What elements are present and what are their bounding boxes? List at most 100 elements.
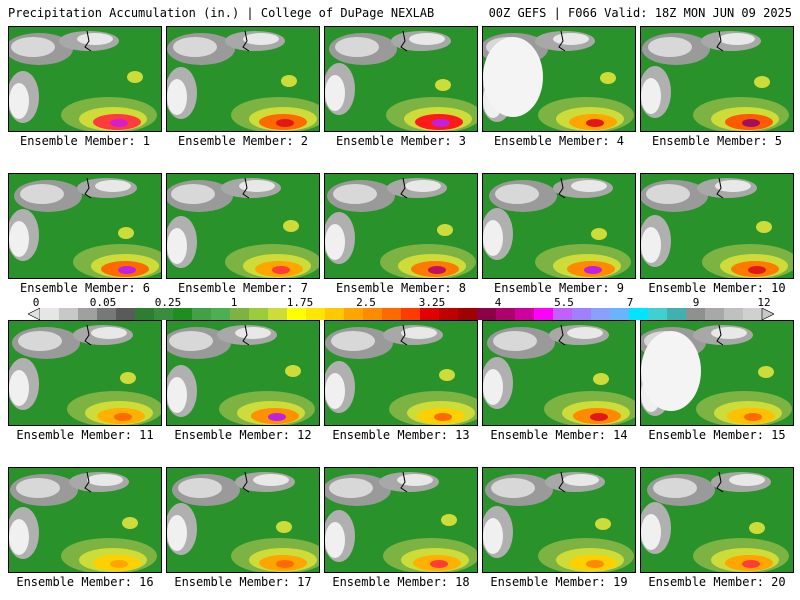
moderate-precip bbox=[122, 517, 138, 529]
precip-field bbox=[641, 27, 793, 131]
peak-precip bbox=[742, 560, 760, 568]
ensemble-member-label: Ensemble Member: 6 bbox=[19, 281, 151, 295]
colorbar-swatch bbox=[78, 308, 98, 320]
colorbar-tick-label: 1.75 bbox=[286, 296, 314, 309]
moderate-precip bbox=[591, 228, 607, 240]
colorbar-swatch bbox=[249, 308, 269, 320]
peak-precip bbox=[432, 119, 450, 127]
dry-region bbox=[325, 75, 345, 111]
dry-region bbox=[567, 327, 603, 339]
coastline bbox=[84, 324, 92, 346]
colorbar-swatch bbox=[667, 308, 687, 320]
dry-region bbox=[401, 327, 437, 339]
coastline bbox=[558, 324, 566, 346]
colorbar-tick-label: 4 bbox=[494, 296, 502, 309]
dry-region bbox=[77, 33, 113, 45]
ensemble-map-panel bbox=[8, 173, 162, 279]
dry-region bbox=[729, 474, 765, 486]
coastline bbox=[400, 177, 408, 199]
coastline bbox=[400, 30, 408, 52]
coastline bbox=[84, 30, 92, 52]
dry-region bbox=[563, 474, 599, 486]
colorbar-swatch bbox=[591, 308, 611, 320]
dry-region bbox=[397, 474, 433, 486]
peak-precip bbox=[744, 413, 762, 421]
ensemble-map-panel bbox=[166, 320, 320, 426]
peak-precip bbox=[586, 560, 604, 568]
ensemble-map-panel bbox=[482, 320, 636, 426]
coastline bbox=[716, 324, 724, 346]
ensemble-map-panel bbox=[324, 467, 478, 573]
dry-region bbox=[491, 478, 535, 498]
colorbar-ticks: 0 0.05 0.25 1 1.75 2.5 3.25 4 5.5 7 9 12 bbox=[0, 296, 800, 310]
dry-region bbox=[325, 373, 345, 409]
dry-region bbox=[553, 33, 589, 45]
colorbar-tick-label: 7 bbox=[626, 296, 634, 309]
precip-field bbox=[325, 174, 477, 278]
colorbar-swatch bbox=[287, 308, 307, 320]
dry-region bbox=[178, 478, 222, 498]
peak-precip bbox=[272, 266, 290, 274]
ensemble-map-panel bbox=[166, 173, 320, 279]
coastline bbox=[400, 471, 408, 493]
dry-region bbox=[715, 180, 751, 192]
peak-precip bbox=[748, 266, 766, 274]
colorbar-swatch bbox=[629, 308, 649, 320]
ensemble-member-label: Ensemble Member: 17 bbox=[174, 575, 312, 589]
colorbar-tick-label: 9 bbox=[692, 296, 700, 309]
moderate-precip bbox=[281, 75, 297, 87]
dry-region bbox=[325, 522, 345, 558]
coastline bbox=[716, 471, 724, 493]
colorbar-min-arrow bbox=[28, 308, 41, 320]
colorbar-swatch bbox=[572, 308, 592, 320]
ensemble-map-panel bbox=[640, 173, 794, 279]
dry-region bbox=[483, 220, 503, 256]
moderate-precip bbox=[285, 365, 301, 377]
ensemble-map-panel bbox=[8, 467, 162, 573]
moderate-precip bbox=[749, 522, 765, 534]
dry-region bbox=[20, 184, 64, 204]
colorbar bbox=[28, 308, 774, 320]
ensemble-member-label: Ensemble Member: 4 bbox=[493, 134, 625, 148]
peak-precip bbox=[430, 560, 448, 568]
peak-precip bbox=[584, 266, 602, 274]
ensemble-member-label: Ensemble Member: 8 bbox=[335, 281, 467, 295]
precip-field bbox=[483, 174, 635, 278]
colorbar-swatch bbox=[97, 308, 117, 320]
ensemble-member-label: Ensemble Member: 16 bbox=[16, 575, 154, 589]
precip-field bbox=[641, 468, 793, 572]
ensemble-member-label: Ensemble Member: 15 bbox=[648, 428, 786, 442]
dry-region bbox=[483, 37, 543, 117]
dry-region bbox=[87, 474, 123, 486]
precip-field bbox=[9, 174, 161, 278]
coastline bbox=[716, 177, 724, 199]
moderate-precip bbox=[441, 514, 457, 526]
colorbar-swatch bbox=[192, 308, 212, 320]
ensemble-member-label: Ensemble Member: 12 bbox=[174, 428, 312, 442]
moderate-precip bbox=[276, 521, 292, 533]
moderate-precip bbox=[600, 72, 616, 84]
peak-precip bbox=[586, 119, 604, 127]
dry-region bbox=[571, 180, 607, 192]
moderate-precip bbox=[758, 366, 774, 378]
peak-precip bbox=[276, 119, 294, 127]
dry-region bbox=[9, 83, 29, 119]
colorbar-swatch bbox=[648, 308, 668, 320]
colorbar-swatch bbox=[477, 308, 497, 320]
colorbar-tick-label: 1 bbox=[230, 296, 238, 309]
moderate-precip bbox=[595, 518, 611, 530]
dry-region bbox=[653, 478, 697, 498]
run-info: 00Z GEFS | F066 Valid: 18Z MON JUN 09 20… bbox=[488, 6, 792, 20]
ensemble-map-panel bbox=[482, 467, 636, 573]
ensemble-map-panel bbox=[640, 26, 794, 132]
peak-precip bbox=[114, 413, 132, 421]
colorbar-swatch bbox=[268, 308, 288, 320]
coastline bbox=[242, 324, 250, 346]
colorbar-swatch bbox=[705, 308, 725, 320]
colorbar-swatch bbox=[401, 308, 421, 320]
coastline bbox=[242, 471, 250, 493]
coastline bbox=[558, 471, 566, 493]
ensemble-member-label: Ensemble Member: 2 bbox=[177, 134, 309, 148]
colorbar-swatch bbox=[439, 308, 459, 320]
dry-region bbox=[167, 228, 187, 264]
